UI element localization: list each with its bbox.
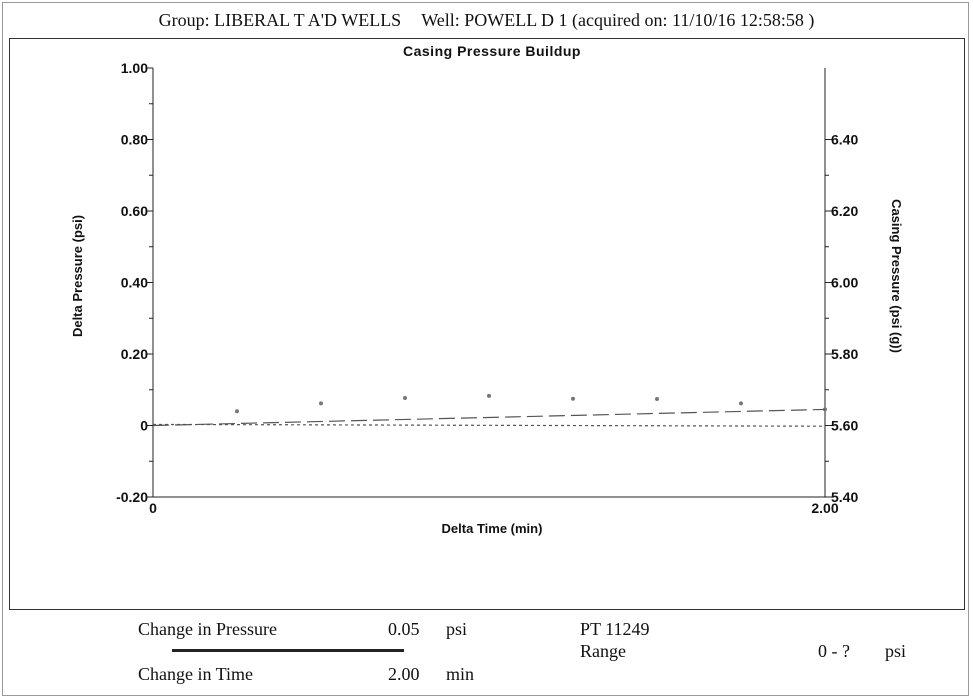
- trend-line: [152, 408, 826, 427]
- footer-divider: [172, 649, 404, 652]
- change-time-label: Change in Time: [138, 664, 254, 684]
- y2-tick-label: 6.40: [831, 132, 858, 148]
- y-tick-label: 1.00: [121, 60, 148, 76]
- range-label: Range: [580, 641, 626, 661]
- chart-box: Casing Pressure Buildup -0.20 0 0.20 0.40 0.…: [9, 38, 965, 610]
- ticks-layer: -0.2000.200.400.600.801.005.405.605.806.…: [116, 60, 858, 516]
- y2-tick-label: 6.00: [831, 275, 858, 291]
- chart-title: Casing Pressure Buildup: [403, 43, 581, 59]
- y-axis-title: Delta Pressure (psi): [70, 215, 85, 337]
- x-axis-title: Delta Time (min): [442, 521, 543, 536]
- series-layer: [152, 393, 827, 427]
- chart-canvas: Casing Pressure Buildup -0.2000.200.400.…: [70, 43, 904, 536]
- change-pressure-value: 0.05: [388, 619, 420, 639]
- change-pressure-label: Change in Pressure: [138, 619, 277, 639]
- well-label: Well: POWELL D 1 (acquired on: 11/10/16 …: [421, 10, 815, 30]
- y-tick-label: 0: [140, 418, 148, 434]
- data-point: [235, 409, 239, 414]
- y2-tick-label: 5.40: [831, 489, 858, 505]
- x-tick-label: 0: [149, 500, 157, 516]
- y2-tick-label: 5.80: [831, 346, 858, 362]
- y2-tick-label: 6.20: [831, 203, 858, 219]
- range-unit: psi: [885, 641, 907, 661]
- data-point: [655, 397, 659, 402]
- y-tick-label: 0.60: [121, 203, 148, 219]
- x-tick-label: 2.00: [811, 500, 838, 516]
- pt-label: PT 11249: [580, 619, 650, 639]
- y-tick-label: 0.80: [121, 132, 148, 148]
- change-pressure-unit: psi: [446, 619, 468, 639]
- data-point: [571, 396, 575, 401]
- y-tick-label: -0.20: [116, 489, 148, 505]
- y2-tick-label: 5.60: [831, 418, 858, 434]
- change-time-unit: min: [446, 664, 475, 684]
- chart-header: Group: LIBERAL T A'D WELLS Well: POWELL D…: [0, 10, 973, 31]
- y-tick-label: 0.20: [121, 346, 148, 362]
- baseline-line: [152, 423, 826, 427]
- y2-axis-title: Casing Pressure (psi (g)): [889, 199, 904, 353]
- data-point: [403, 395, 407, 400]
- y-tick-label: 0.40: [121, 275, 148, 291]
- range-value: 0 - ?: [818, 641, 850, 661]
- data-point: [487, 393, 491, 398]
- data-point: [739, 401, 743, 406]
- data-point: [319, 401, 323, 406]
- group-label: Group: LIBERAL T A'D WELLS: [158, 10, 402, 30]
- change-time-value: 2.00: [388, 664, 420, 684]
